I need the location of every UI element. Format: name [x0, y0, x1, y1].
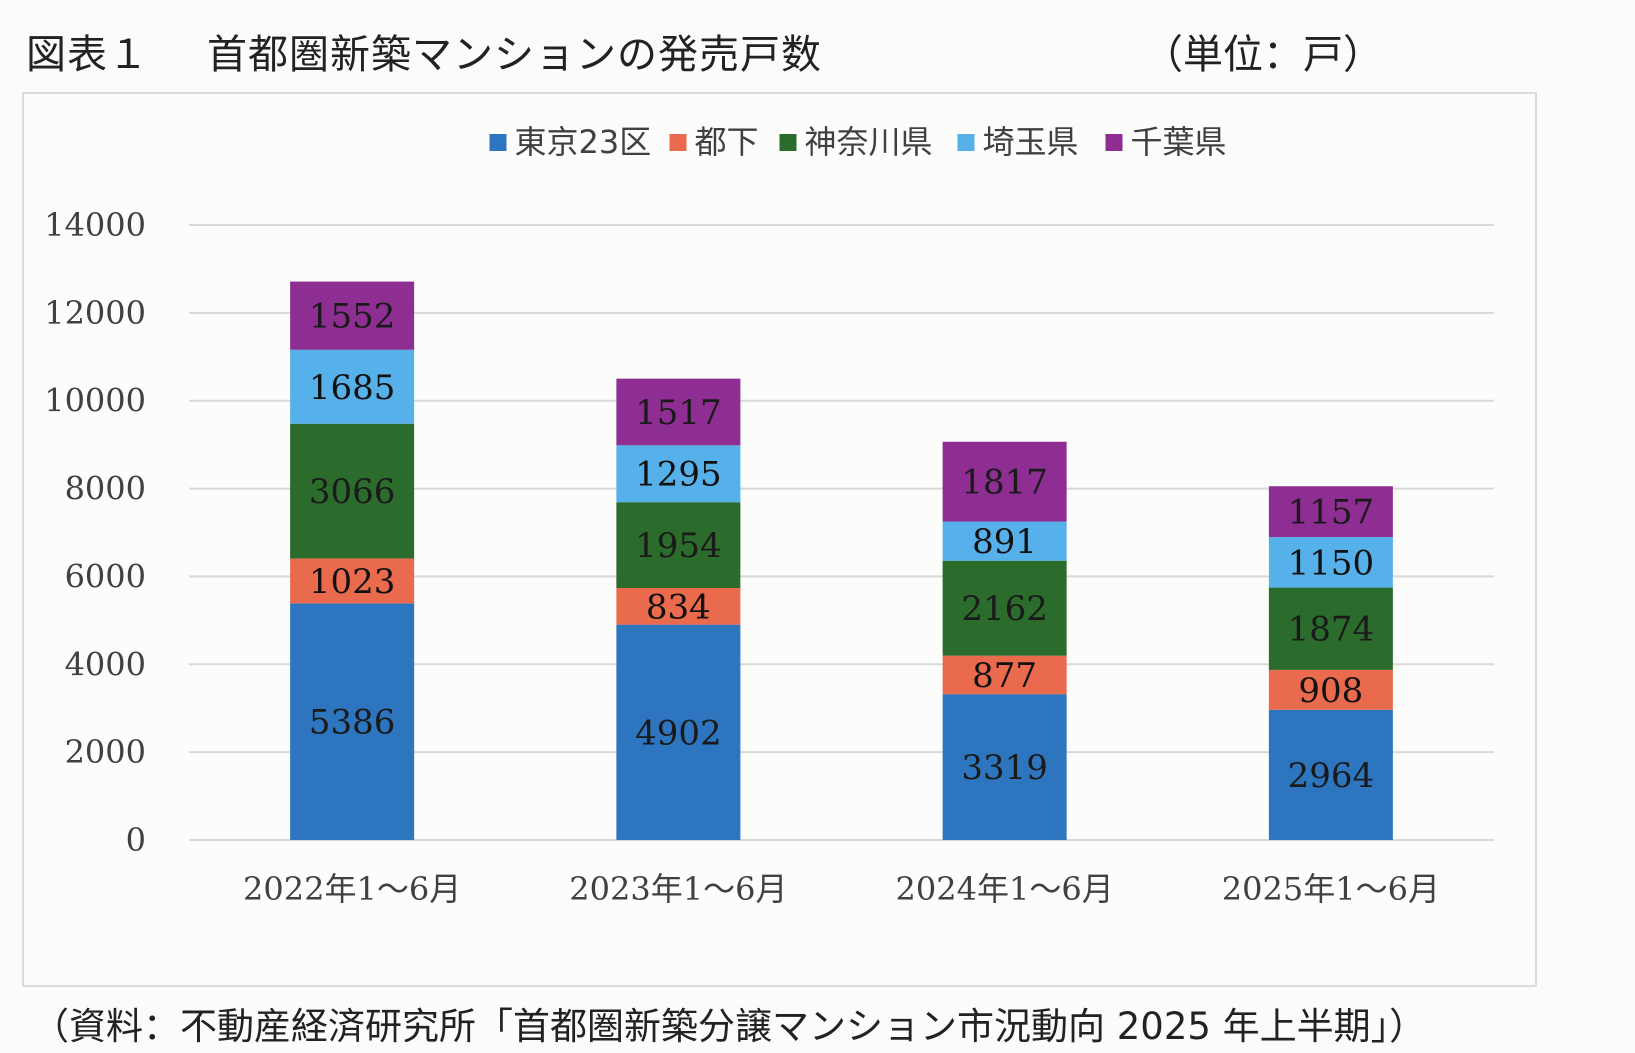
bar-segment: [1268, 669, 1393, 710]
y-tick-label: 12000: [44, 294, 146, 332]
y-tick-label: 2000: [65, 733, 146, 771]
x-tick-label: 2025年1～6月: [1222, 870, 1440, 908]
data-label: 1954: [635, 526, 722, 566]
x-tick-label: 2022年1～6月: [243, 870, 461, 908]
bar-segment: [942, 655, 1067, 695]
bar-segment: [942, 521, 1067, 561]
source-note: （資料：不動産経済研究所「首都圏新築分譲マンション市況動向 2025 年上半期」…: [32, 1005, 1427, 1048]
bar-segment: [1268, 537, 1393, 588]
legend-swatch: [669, 134, 687, 151]
data-label: 834: [646, 587, 711, 627]
data-label: 2964: [1288, 756, 1375, 796]
bar-segment: [942, 694, 1067, 840]
y-tick-label: 4000: [65, 645, 146, 683]
figure-title: 図表１ 首都圏新築マンションの発売戸数: [26, 22, 822, 80]
y-axis-ticks: 0 2000 4000 6000 8000 10000 12000 14000: [44, 206, 146, 859]
data-label: 1157: [1288, 493, 1375, 533]
data-label: 1817: [961, 463, 1048, 503]
data-label: 1874: [1288, 610, 1375, 650]
data-label: 891: [972, 522, 1037, 562]
bar-segment: [290, 349, 415, 424]
data-label: 3319: [961, 748, 1048, 788]
unit-label: （単位：戸）: [1143, 32, 1383, 78]
legend-label: 都下: [695, 123, 759, 161]
x-axis-ticks: 2022年1～6月 2023年1～6月 2024年1～6月 2025年1～6月: [243, 870, 1440, 908]
y-tick-label: 6000: [65, 557, 146, 595]
bar-segment: [1268, 486, 1393, 538]
bar-segment: [942, 441, 1067, 522]
data-label: 1023: [309, 562, 396, 602]
bar-segment: [290, 281, 415, 350]
legend-swatch: [1105, 134, 1123, 151]
bar-segment: [616, 624, 741, 840]
data-label: 908: [1298, 671, 1363, 711]
legend-swatch: [489, 134, 507, 151]
data-label: 1517: [635, 393, 722, 433]
figure-label: 図表１: [26, 32, 149, 78]
y-tick-label: 0: [126, 821, 146, 859]
legend-label: 神奈川県: [805, 123, 933, 161]
x-tick-label: 2023年1～6月: [569, 870, 787, 908]
data-label: 1295: [635, 455, 722, 495]
data-label: 4902: [635, 713, 722, 753]
data-label: 877: [972, 656, 1037, 696]
data-label: 1552: [309, 297, 396, 337]
data-label: 5386: [309, 703, 396, 743]
bar-segment: [616, 502, 741, 589]
data-label: 1150: [1288, 543, 1375, 583]
bar-segment: [1268, 587, 1393, 670]
data-label: 3066: [309, 472, 396, 512]
bar-segment: [1268, 709, 1393, 840]
bar-segment: [616, 445, 741, 503]
bar-segment: [290, 603, 415, 840]
y-tick-label: 10000: [44, 382, 146, 420]
legend-swatch: [957, 134, 975, 151]
y-tick-label: 14000: [44, 206, 146, 244]
stacked-bar-chart: 0 2000 4000 6000 8000 10000 12000 14000 5386 102…: [44, 123, 1494, 908]
bar-segment: [616, 378, 741, 446]
bar-segment: [942, 560, 1067, 656]
legend: 東京23区 都下 神奈川県 埼玉県 千葉県: [489, 123, 1227, 161]
x-tick-label: 2024年1～6月: [896, 870, 1114, 908]
figure-title-text: 首都圏新築マンションの発売戸数: [207, 32, 822, 78]
data-label: 2162: [961, 589, 1048, 629]
bars: 5386 1023 3066 1685 1552 4902 834 1954 1295 1517 3…: [290, 281, 1393, 840]
legend-label: 東京23区: [515, 123, 652, 161]
chart-area: 0 2000 4000 6000 8000 10000 12000 14000 5386 102…: [22, 92, 1537, 987]
legend-swatch: [779, 134, 797, 151]
y-tick-label: 8000: [65, 470, 146, 508]
legend-label: 千葉県: [1131, 123, 1227, 161]
bar-segment: [290, 423, 415, 559]
bar-segment: [616, 588, 741, 625]
data-label: 1685: [309, 368, 396, 408]
bar-segment: [290, 558, 415, 604]
legend-label: 埼玉県: [983, 123, 1079, 161]
